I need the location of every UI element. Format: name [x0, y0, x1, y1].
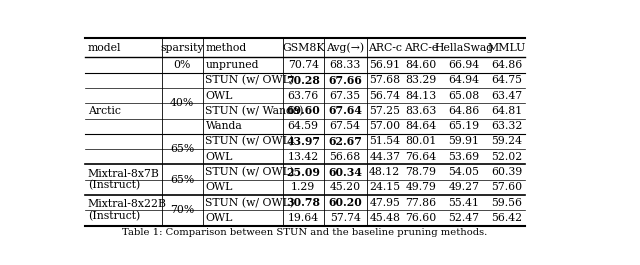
Text: 78.79: 78.79	[406, 167, 436, 177]
Text: 64.81: 64.81	[491, 106, 522, 116]
Text: 25.09: 25.09	[286, 167, 320, 178]
Text: OWL: OWL	[205, 213, 233, 223]
Text: 69.60: 69.60	[286, 105, 320, 116]
Text: Mixtral-8x22B
(Instruct): Mixtral-8x22B (Instruct)	[88, 199, 167, 221]
Text: 47.95: 47.95	[369, 198, 400, 208]
Text: 66.94: 66.94	[449, 60, 479, 70]
Text: 62.67: 62.67	[328, 136, 362, 147]
Text: STUN (w/ OWL): STUN (w/ OWL)	[205, 167, 294, 177]
Text: OWL: OWL	[205, 91, 233, 100]
Text: 54.05: 54.05	[449, 167, 479, 177]
Text: 84.64: 84.64	[405, 121, 436, 131]
Text: 57.68: 57.68	[369, 75, 401, 85]
Text: 64.86: 64.86	[491, 60, 522, 70]
Text: 57.00: 57.00	[369, 121, 401, 131]
Text: 45.20: 45.20	[330, 182, 361, 192]
Text: ARC-e: ARC-e	[404, 43, 438, 53]
Text: 55.41: 55.41	[449, 198, 479, 208]
Text: 56.68: 56.68	[330, 152, 361, 162]
Text: 68.33: 68.33	[330, 60, 361, 70]
Text: ARC-c: ARC-c	[368, 43, 402, 53]
Text: 53.69: 53.69	[449, 152, 479, 162]
Text: Mixtral-8x7B
(Instruct): Mixtral-8x7B (Instruct)	[88, 169, 160, 191]
Text: 60.34: 60.34	[328, 167, 362, 178]
Text: 63.32: 63.32	[491, 121, 522, 131]
Text: 83.63: 83.63	[405, 106, 436, 116]
Text: STUN (w/ OWL): STUN (w/ OWL)	[205, 75, 294, 85]
Text: 70.74: 70.74	[288, 60, 319, 70]
Text: 52.47: 52.47	[449, 213, 479, 223]
Text: 83.29: 83.29	[405, 75, 436, 85]
Text: 65%: 65%	[170, 144, 195, 154]
Text: 56.91: 56.91	[369, 60, 401, 70]
Text: 84.13: 84.13	[405, 91, 436, 100]
Text: OWL: OWL	[205, 182, 233, 192]
Text: 84.60: 84.60	[405, 60, 436, 70]
Text: 70%: 70%	[170, 205, 195, 215]
Text: 57.25: 57.25	[369, 106, 400, 116]
Text: 57.74: 57.74	[330, 213, 360, 223]
Text: 49.79: 49.79	[406, 182, 436, 192]
Text: 24.15: 24.15	[369, 182, 401, 192]
Text: STUN (w/ OWL): STUN (w/ OWL)	[205, 197, 294, 208]
Text: 63.47: 63.47	[492, 91, 522, 100]
Text: model: model	[88, 43, 122, 53]
Text: 13.42: 13.42	[287, 152, 319, 162]
Text: HellaSwag: HellaSwag	[435, 43, 493, 53]
Text: 44.37: 44.37	[369, 152, 400, 162]
Text: 76.64: 76.64	[405, 152, 436, 162]
Text: 76.60: 76.60	[405, 213, 436, 223]
Text: 59.56: 59.56	[492, 198, 522, 208]
Text: 60.20: 60.20	[328, 197, 362, 208]
Text: 1.29: 1.29	[291, 182, 316, 192]
Text: 19.64: 19.64	[287, 213, 319, 223]
Text: 30.78: 30.78	[286, 197, 320, 208]
Text: 67.64: 67.64	[328, 105, 362, 116]
Text: 52.02: 52.02	[491, 152, 522, 162]
Text: 48.12: 48.12	[369, 167, 401, 177]
Text: 60.39: 60.39	[491, 167, 522, 177]
Text: GSM8K: GSM8K	[282, 43, 324, 53]
Text: 45.48: 45.48	[369, 213, 400, 223]
Text: 65%: 65%	[170, 175, 195, 185]
Text: sparsity: sparsity	[161, 43, 204, 53]
Text: 70.28: 70.28	[286, 75, 320, 86]
Text: Wanda: Wanda	[205, 121, 242, 131]
Text: MMLU: MMLU	[488, 43, 526, 53]
Text: 63.76: 63.76	[287, 91, 319, 100]
Text: 64.59: 64.59	[288, 121, 319, 131]
Text: 80.01: 80.01	[405, 136, 436, 147]
Text: 51.54: 51.54	[369, 136, 400, 147]
Text: 64.94: 64.94	[449, 75, 479, 85]
Text: Avg(→): Avg(→)	[326, 42, 364, 53]
Text: unpruned: unpruned	[205, 60, 259, 70]
Text: Table 1: Comparison between STUN and the baseline pruning methods.: Table 1: Comparison between STUN and the…	[122, 228, 488, 237]
Text: 56.42: 56.42	[492, 213, 522, 223]
Text: 57.60: 57.60	[492, 182, 522, 192]
Text: 0%: 0%	[173, 60, 191, 70]
Text: Arctic: Arctic	[88, 106, 121, 116]
Text: 59.91: 59.91	[449, 136, 479, 147]
Text: 43.97: 43.97	[286, 136, 320, 147]
Text: 40%: 40%	[170, 98, 195, 108]
Text: 59.24: 59.24	[492, 136, 522, 147]
Text: 67.35: 67.35	[330, 91, 361, 100]
Text: 64.86: 64.86	[448, 106, 479, 116]
Text: 65.19: 65.19	[449, 121, 479, 131]
Text: STUN (w/ OWL): STUN (w/ OWL)	[205, 136, 294, 147]
Text: 56.74: 56.74	[369, 91, 400, 100]
Text: 64.75: 64.75	[492, 75, 522, 85]
Text: 77.86: 77.86	[405, 198, 436, 208]
Text: 67.66: 67.66	[328, 75, 362, 86]
Text: method: method	[205, 43, 247, 53]
Text: OWL: OWL	[205, 152, 233, 162]
Text: 65.08: 65.08	[448, 91, 479, 100]
Text: STUN (w/ Wanda): STUN (w/ Wanda)	[205, 106, 304, 116]
Text: 67.54: 67.54	[330, 121, 360, 131]
Text: 49.27: 49.27	[449, 182, 479, 192]
